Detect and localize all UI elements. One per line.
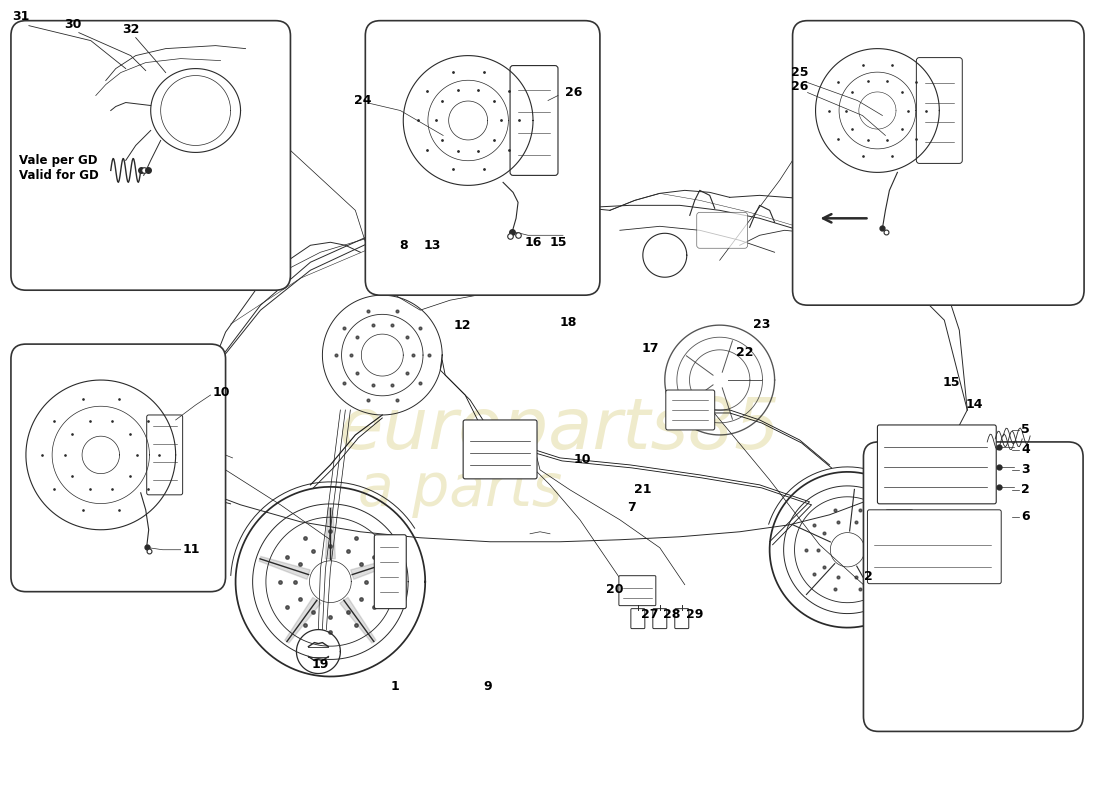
FancyBboxPatch shape (374, 534, 406, 609)
Text: 18: 18 (559, 316, 576, 329)
Polygon shape (326, 508, 336, 558)
Text: 22: 22 (736, 346, 754, 358)
FancyBboxPatch shape (11, 21, 290, 290)
Text: 17: 17 (641, 342, 659, 354)
FancyBboxPatch shape (365, 21, 600, 295)
Polygon shape (285, 598, 321, 643)
FancyBboxPatch shape (146, 415, 183, 495)
Text: 8: 8 (399, 238, 408, 252)
Text: 30: 30 (64, 18, 81, 30)
Text: 7: 7 (627, 502, 636, 514)
Text: 26: 26 (565, 86, 582, 99)
Text: 5: 5 (1021, 423, 1030, 437)
Text: 15: 15 (550, 236, 568, 249)
Text: 14: 14 (966, 398, 983, 411)
FancyBboxPatch shape (666, 390, 715, 430)
Text: 21: 21 (634, 483, 651, 496)
Text: 28: 28 (663, 608, 681, 621)
Text: a parts: a parts (358, 462, 562, 518)
FancyBboxPatch shape (463, 420, 537, 479)
Text: 24: 24 (353, 94, 371, 107)
Text: 6: 6 (1021, 510, 1030, 523)
Text: 2: 2 (865, 570, 873, 583)
FancyBboxPatch shape (674, 609, 689, 629)
Text: 32: 32 (122, 22, 140, 36)
Text: europarts85: europarts85 (339, 395, 781, 465)
Text: 31: 31 (12, 10, 30, 22)
Text: 29: 29 (686, 608, 703, 621)
Polygon shape (351, 557, 402, 579)
FancyBboxPatch shape (916, 58, 962, 163)
FancyBboxPatch shape (886, 510, 913, 570)
Text: 2: 2 (1021, 483, 1030, 496)
Text: 12: 12 (453, 318, 471, 332)
Text: 16: 16 (525, 236, 542, 249)
FancyBboxPatch shape (793, 21, 1085, 305)
Text: 25: 25 (791, 66, 808, 78)
FancyBboxPatch shape (864, 442, 1084, 731)
FancyBboxPatch shape (510, 66, 558, 175)
Text: 3: 3 (1021, 463, 1030, 476)
Polygon shape (340, 598, 376, 643)
Text: Valid for GD: Valid for GD (19, 169, 99, 182)
Text: 4: 4 (1021, 443, 1030, 457)
FancyBboxPatch shape (619, 576, 656, 606)
FancyBboxPatch shape (11, 344, 225, 592)
FancyBboxPatch shape (631, 609, 645, 629)
Text: 10: 10 (573, 454, 591, 466)
Text: 26: 26 (791, 79, 808, 93)
Polygon shape (260, 557, 310, 579)
Text: 27: 27 (641, 608, 659, 621)
Text: 23: 23 (752, 318, 770, 330)
FancyBboxPatch shape (652, 609, 667, 629)
Text: 1: 1 (390, 680, 399, 693)
Text: 20: 20 (606, 583, 624, 596)
FancyBboxPatch shape (696, 212, 748, 248)
Text: 11: 11 (183, 543, 200, 556)
Text: Vale per GD: Vale per GD (19, 154, 98, 167)
FancyBboxPatch shape (878, 425, 997, 504)
Text: 10: 10 (212, 386, 230, 398)
FancyBboxPatch shape (868, 510, 1001, 584)
Text: 13: 13 (424, 238, 441, 252)
Text: 9: 9 (484, 680, 493, 693)
Text: 19: 19 (311, 658, 329, 671)
Text: 15: 15 (943, 375, 960, 389)
